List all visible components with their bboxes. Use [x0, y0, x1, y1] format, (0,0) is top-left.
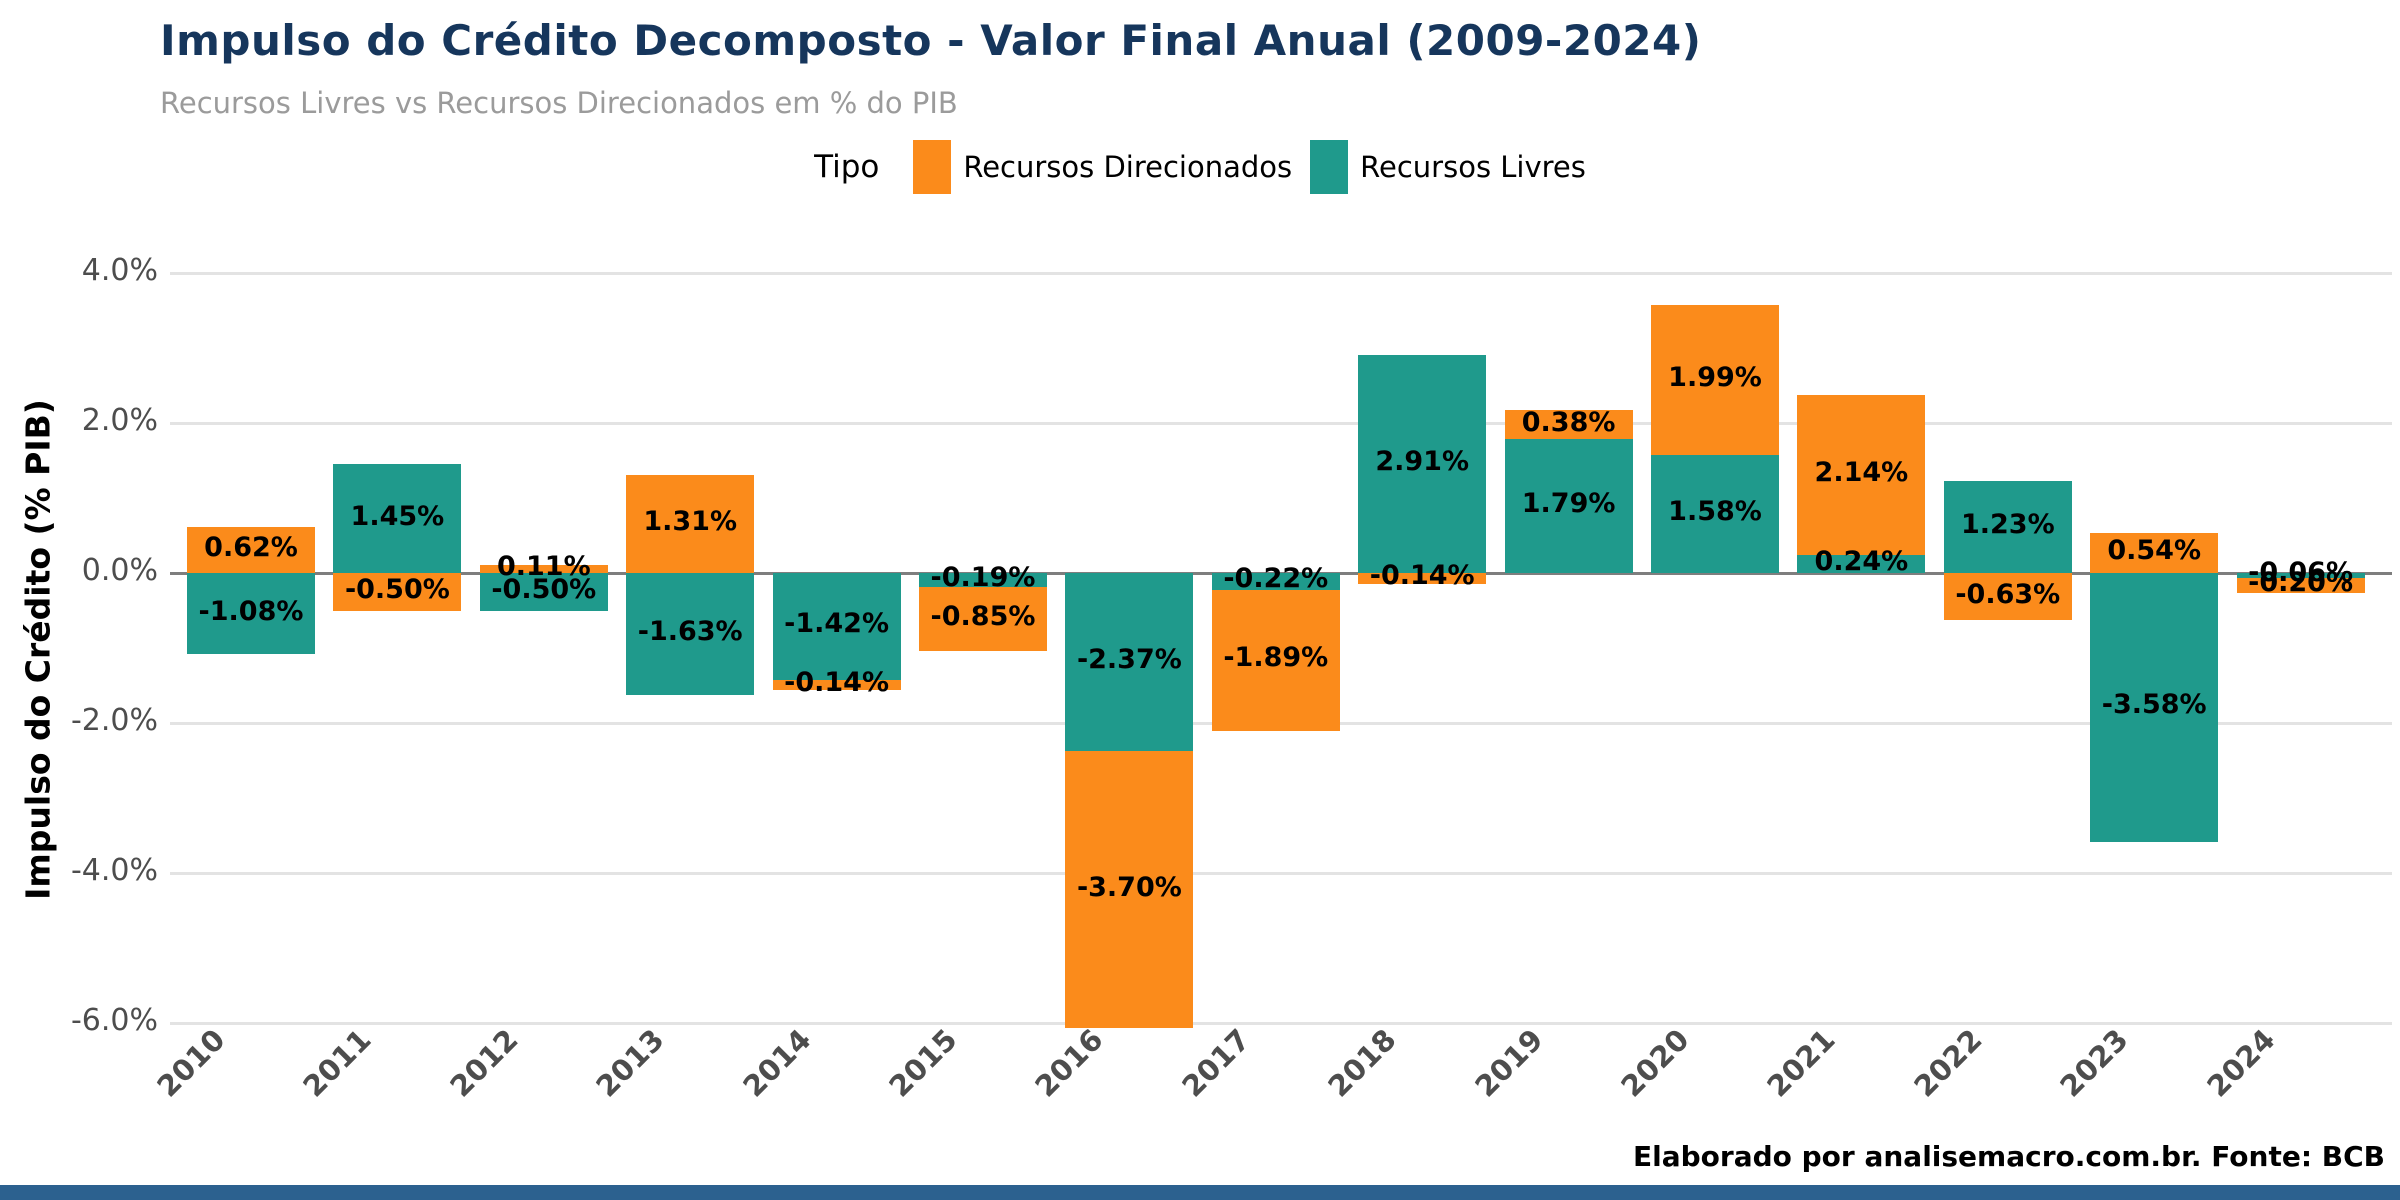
bar-value-label: -1.89%	[1223, 642, 1329, 674]
bar-value-label: -0.85%	[930, 601, 1036, 633]
bar-value-label: -3.70%	[1076, 871, 1182, 903]
bar-segment-2018	[1358, 573, 1487, 584]
bar-value-label: 2.91%	[1375, 445, 1470, 477]
gridline	[170, 1021, 2392, 1025]
bar-segment-2021	[1797, 394, 1926, 555]
bar-segment-2012	[479, 564, 608, 573]
bar-segment-2016	[1065, 750, 1194, 1029]
y-tick-label: 0.0%	[81, 553, 158, 588]
bar-value-label: 2.14%	[1814, 456, 1909, 488]
bar-value-label: 1.31%	[643, 505, 738, 537]
y-tick-label: -4.0%	[70, 853, 158, 888]
bar-segment-2014	[772, 573, 901, 680]
bar-value-label: 1.23%	[1960, 508, 2055, 540]
bar-value-label: 0.38%	[1521, 406, 1616, 438]
bar-value-label: -1.42%	[784, 608, 890, 640]
bar-segment-2020	[1651, 305, 1779, 455]
legend-swatch-direcionados-icon	[913, 140, 952, 194]
legend-label-direcionados: Recursos Direcionados	[963, 150, 1293, 184]
bar-segment-2015	[919, 587, 1047, 651]
bar-value-label: -0.14%	[1369, 560, 1475, 592]
bar-value-label: -0.50%	[491, 573, 597, 605]
bar-segment-2023	[2090, 532, 2219, 573]
x-tick-label: 2012	[443, 1022, 525, 1104]
bar-segment-2017	[1211, 573, 1340, 590]
bar-value-label: -0.19%	[930, 562, 1036, 594]
bar-segment-2011	[333, 573, 462, 611]
bar-segment-2021	[1797, 555, 1926, 573]
bar-segment-2022	[1943, 573, 2072, 621]
bar-segment-2024	[2236, 577, 2365, 593]
bar-segment-2019	[1504, 410, 1633, 439]
bar-value-label: 0.62%	[204, 531, 298, 563]
source-credit: Elaborado por analisemacro.com.br. Fonte…	[1633, 1140, 2385, 1173]
x-tick-label: 2023	[2053, 1022, 2135, 1104]
x-tick-label: 2011	[296, 1022, 378, 1104]
legend-item-direcionados: Recursos Direcionados	[913, 140, 1292, 194]
bar-value-label: -1.08%	[198, 595, 304, 627]
bar-segment-2024	[2236, 573, 2365, 578]
bar-segment-2010	[187, 526, 315, 573]
bar-segment-2013	[626, 474, 755, 573]
bar-value-label: -1.63%	[637, 616, 743, 648]
gridline	[170, 421, 2392, 425]
x-tick-label: 2018	[1321, 1022, 1403, 1104]
bar-segment-2011	[333, 464, 462, 573]
bar-segment-2017	[1211, 589, 1340, 732]
gridline	[170, 271, 2392, 275]
bar-value-label: -0.06%	[2248, 557, 2354, 589]
bar-value-label: 0.11%	[496, 550, 591, 582]
bar-value-label: -0.50%	[344, 573, 450, 605]
bar-value-label: 0.24%	[1814, 546, 1909, 577]
gridline	[170, 871, 2392, 875]
bar-segment-2018	[1358, 354, 1487, 573]
x-tick-label: 2022	[1907, 1022, 1989, 1104]
bar-value-label: -0.20%	[2248, 567, 2354, 598]
bar-value-label: -2.37%	[1076, 643, 1182, 675]
x-tick-label: 2013	[589, 1022, 671, 1104]
bar-segment-2014	[772, 679, 901, 690]
x-tick-label: 2015	[882, 1022, 964, 1104]
legend-title: Tipo	[814, 149, 880, 185]
bar-value-label: 1.79%	[1521, 487, 1616, 519]
x-tick-label: 2021	[1760, 1022, 1842, 1104]
bottom-brand-bar	[0, 1185, 2400, 1200]
legend-item-livres: Recursos Livres	[1310, 140, 1586, 194]
legend-swatch-livres-icon	[1310, 140, 1349, 194]
bar-value-label: -3.58%	[2101, 689, 2207, 721]
legend: Tipo Recursos Direcionados Recursos Livr…	[0, 140, 2400, 194]
chart-subtitle: Recursos Livres vs Recursos Direcionados…	[160, 86, 958, 120]
bar-segment-2023	[2090, 573, 2219, 842]
bar-segment-2019	[1504, 438, 1633, 573]
x-tick-label: 2020	[1614, 1022, 1696, 1104]
chart-title: Impulso do Crédito Decomposto - Valor Fi…	[160, 16, 1702, 65]
bar-value-label: 1.45%	[350, 500, 445, 532]
bar-value-label: 1.99%	[1668, 361, 1762, 393]
x-tick-label: 2024	[2200, 1022, 2282, 1104]
bar-segment-2020	[1651, 454, 1779, 573]
bar-value-label: -0.63%	[1955, 578, 2061, 610]
y-tick-label: -2.0%	[70, 703, 158, 738]
legend-label-livres: Recursos Livres	[1360, 150, 1586, 184]
x-tick-label: 2014	[736, 1022, 818, 1104]
bar-segment-2015	[919, 573, 1047, 588]
bar-segment-2010	[187, 573, 315, 654]
bar-value-label: 0.54%	[2107, 534, 2202, 566]
y-tick-label: 2.0%	[81, 403, 158, 438]
bar-value-label: -0.14%	[784, 666, 890, 698]
bar-segment-2013	[626, 573, 755, 696]
y-tick-label: 4.0%	[81, 253, 158, 288]
bar-segment-2022	[1943, 480, 2072, 573]
bar-value-label: 1.58%	[1668, 495, 1762, 527]
y-tick-label: -6.0%	[70, 1003, 158, 1038]
bar-value-label: -0.22%	[1223, 563, 1329, 595]
bar-segment-2016	[1065, 573, 1194, 751]
x-tick-label: 2019	[1468, 1022, 1550, 1104]
bar-segment-2012	[479, 573, 608, 611]
